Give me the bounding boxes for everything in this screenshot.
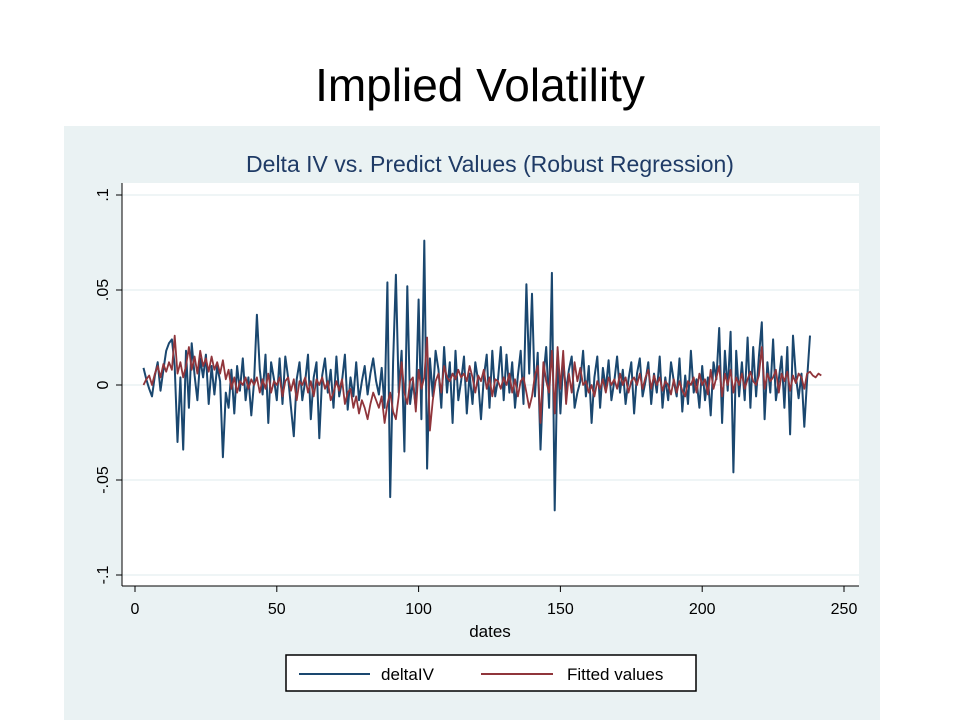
- y-tick-label: .05: [95, 279, 112, 301]
- y-tick-label: .1: [95, 188, 112, 201]
- x-tick-label: 150: [547, 601, 574, 618]
- x-tick-label: 200: [689, 601, 716, 618]
- legend: deltaIV Fitted values: [285, 654, 697, 692]
- y-tick-label: -.05: [95, 466, 112, 494]
- x-axis-title: dates: [469, 622, 511, 641]
- x-tick-label: 100: [405, 601, 432, 618]
- legend-label-deltaiv: deltaIV: [381, 665, 435, 684]
- y-tick-label: 0: [95, 380, 112, 389]
- y-tick-label: -.1: [95, 566, 112, 585]
- axis-ticks: -.1 -.05 0 .05 .1 0 50 100 150 200 250: [95, 188, 857, 618]
- chart-title: Delta IV vs. Predict Values (Robust Regr…: [246, 151, 734, 177]
- x-tick-label: 50: [268, 601, 286, 618]
- series-line-deltaiv: [142, 239, 811, 512]
- x-tick-label: 250: [831, 601, 858, 618]
- legend-label-fitted-values: Fitted values: [567, 665, 663, 684]
- series-lines: [142, 239, 822, 512]
- slide-title: Implied Volatility: [315, 59, 645, 111]
- x-tick-label: 0: [131, 601, 140, 618]
- series-line-fitted-values: [142, 334, 822, 432]
